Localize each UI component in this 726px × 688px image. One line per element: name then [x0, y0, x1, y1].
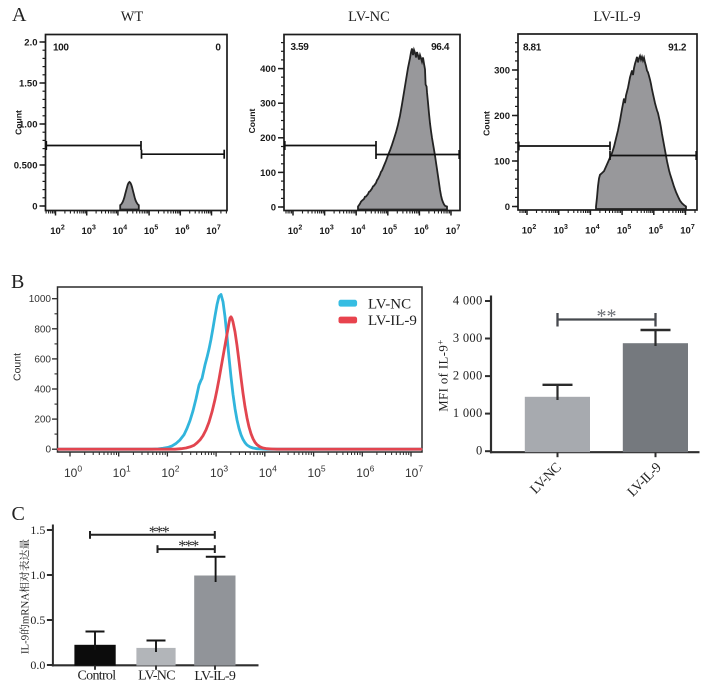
svg-text:Count: Count — [247, 108, 257, 133]
svg-text:100: 100 — [260, 168, 276, 179]
svg-text:100: 100 — [53, 43, 69, 54]
svg-text:96.4: 96.4 — [431, 42, 450, 53]
svg-text:Count: Count — [12, 353, 24, 381]
svg-text:***: *** — [149, 524, 170, 541]
svg-text:200: 200 — [494, 111, 510, 122]
svg-text:0: 0 — [476, 444, 483, 458]
svg-text:Control: Control — [78, 669, 117, 684]
svg-text:600: 600 — [34, 354, 51, 365]
svg-text:3.59: 3.59 — [291, 42, 310, 53]
svg-text:1000: 1000 — [29, 294, 52, 305]
svg-text:2 000: 2 000 — [453, 369, 483, 383]
svg-text:1.0: 1.0 — [30, 568, 45, 582]
svg-text:A: A — [12, 4, 27, 26]
svg-text:1.5: 1.5 — [30, 523, 45, 537]
svg-text:LV-IL-9: LV-IL-9 — [194, 669, 235, 684]
svg-text:1.00: 1.00 — [19, 119, 38, 130]
svg-text:300: 300 — [494, 65, 510, 76]
svg-text:**: ** — [597, 306, 617, 328]
svg-text:LV-NC: LV-NC — [368, 296, 411, 312]
svg-text:2.0: 2.0 — [24, 37, 37, 48]
svg-text:0: 0 — [271, 202, 276, 213]
svg-text:***: *** — [178, 538, 199, 555]
svg-text:Count: Count — [482, 111, 492, 136]
svg-text:0.0: 0.0 — [30, 658, 45, 672]
svg-text:WT: WT — [121, 9, 144, 25]
svg-text:C: C — [12, 503, 25, 525]
svg-text:1.50: 1.50 — [19, 78, 38, 89]
svg-text:91.2: 91.2 — [668, 43, 687, 54]
svg-text:1 000: 1 000 — [453, 406, 483, 420]
svg-text:100: 100 — [494, 156, 510, 167]
svg-text:3 000: 3 000 — [453, 331, 483, 345]
svg-text:4 000: 4 000 — [453, 293, 483, 307]
svg-text:Count: Count — [14, 110, 24, 135]
svg-text:B: B — [11, 271, 24, 293]
svg-text:400: 400 — [34, 385, 51, 396]
svg-text:0: 0 — [505, 202, 510, 213]
svg-text:0.5: 0.5 — [30, 613, 45, 627]
svg-text:200: 200 — [260, 133, 276, 144]
svg-text:0.500: 0.500 — [14, 160, 38, 171]
svg-text:LV-NC: LV-NC — [348, 9, 390, 25]
svg-text:LV-IL-9: LV-IL-9 — [593, 9, 640, 25]
svg-text:8.81: 8.81 — [523, 43, 542, 54]
svg-text:0: 0 — [32, 201, 37, 212]
svg-text:200: 200 — [34, 415, 51, 426]
svg-text:MFI of IL-9+: MFI of IL-9+ — [436, 339, 451, 411]
svg-text:LV-IL-9: LV-IL-9 — [368, 313, 417, 329]
svg-text:LV-NC: LV-NC — [138, 669, 175, 684]
svg-text:0: 0 — [45, 445, 51, 456]
svg-text:400: 400 — [260, 64, 276, 75]
svg-text:800: 800 — [34, 324, 51, 335]
svg-text:300: 300 — [260, 99, 276, 110]
svg-text:0: 0 — [215, 43, 221, 54]
